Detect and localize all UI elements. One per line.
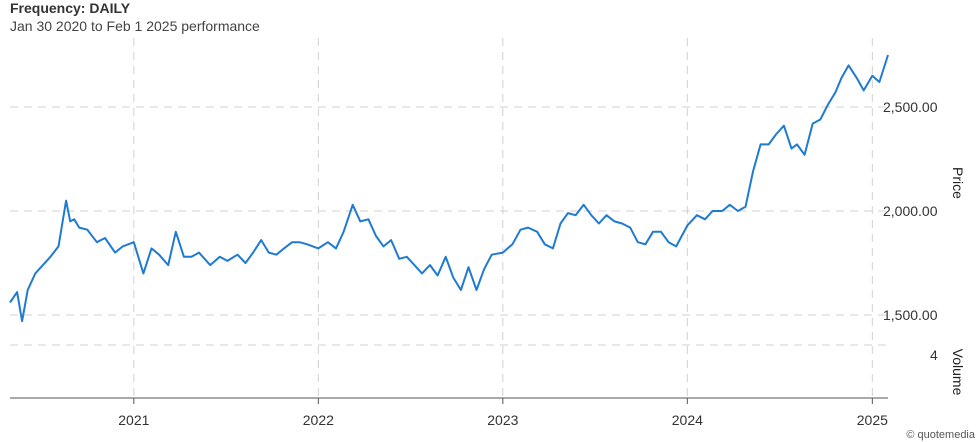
y-tick-label-2500: 2,500.00	[883, 99, 938, 115]
y-axis-ticks: 1,500.00 2,000.00 2,500.00	[883, 99, 938, 323]
quotemedia-credit: © quotemedia	[906, 429, 976, 441]
x-tick-label-2023: 2023	[487, 412, 518, 428]
vertical-gridlines	[133, 38, 873, 398]
x-tick-label-2022: 2022	[303, 412, 334, 428]
x-tick-label-2025: 2025	[857, 412, 888, 428]
x-axis-ticks: 2021 2022 2023 2024 2025	[118, 398, 888, 428]
x-tick-label-2024: 2024	[672, 412, 703, 428]
y-tick-label-2000: 2,000.00	[883, 203, 938, 219]
volume-tick-label: 4	[930, 347, 938, 363]
y-tick-label-1500: 1,500.00	[883, 307, 938, 323]
chart-subtitle: Jan 30 2020 to Feb 1 2025 performance	[10, 18, 260, 34]
y-axis-title-price: Price	[950, 167, 966, 199]
horizontal-gridlines	[10, 106, 888, 316]
x-tick-label-2021: 2021	[118, 412, 149, 428]
y-axis-title-volume: Volume	[950, 349, 966, 396]
price-series-line	[9, 54, 889, 323]
chart-title: Frequency: DAILY	[10, 0, 131, 16]
